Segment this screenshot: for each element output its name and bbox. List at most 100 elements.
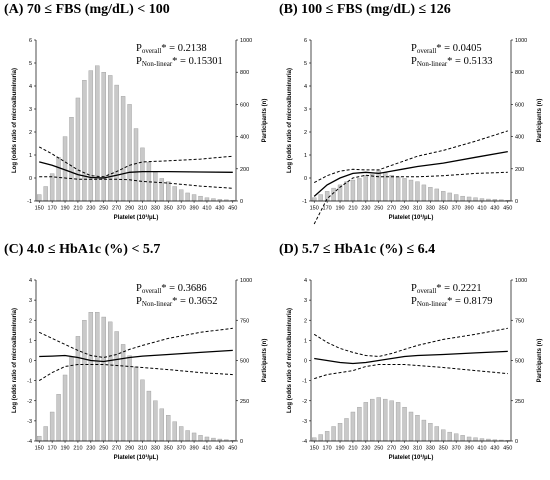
y-left-tick-label: 2 — [304, 130, 307, 136]
y-left-tick-label: 2 — [304, 318, 307, 324]
x-tick-label: 390 — [464, 206, 473, 212]
y-right-axis-label: Participants (n) — [262, 99, 268, 143]
histogram-bar — [159, 408, 165, 442]
y-left-tick-label: 0 — [29, 359, 32, 365]
p-overall-annotation: Poverall* = 0.3686 — [136, 283, 207, 295]
histogram-bar — [172, 421, 177, 442]
y-left-tick-label: 1 — [304, 338, 307, 344]
histogram-bar — [101, 71, 106, 202]
y-left-tick-label: -2 — [302, 399, 307, 405]
histogram-bar — [49, 411, 55, 442]
lower-ci-line — [38, 364, 233, 382]
x-tick-label: 270 — [112, 206, 121, 212]
histogram-bar — [166, 181, 171, 202]
p-letter: P — [136, 43, 142, 54]
x-tick-label: 370 — [177, 446, 186, 452]
y-right-tick-label: 750 — [240, 318, 249, 324]
histogram-bar — [69, 117, 74, 202]
panel-title-c: (C) 4.0 ≤ HbA1c (%) < 5.7 — [4, 242, 161, 257]
histogram-bar — [434, 426, 440, 442]
p-letter: P — [411, 43, 417, 54]
x-tick-label: 350 — [164, 206, 173, 212]
p-value: * = 0.15301 — [172, 56, 223, 67]
x-tick-label: 330 — [151, 446, 160, 452]
x-tick-label: 290 — [125, 446, 134, 452]
x-tick-label: 210 — [348, 446, 357, 452]
histogram-bar — [460, 435, 465, 442]
histogram-bar — [357, 406, 362, 442]
x-tick-label: 230 — [86, 206, 95, 212]
histogram-bar — [466, 436, 472, 442]
y-right-tick-label: 600 — [515, 102, 524, 108]
x-tick-label: 290 — [125, 206, 134, 212]
x-tick-label: 370 — [452, 206, 461, 212]
y-right-tick-label: 0 — [515, 439, 518, 445]
histogram-bar — [363, 402, 369, 442]
histogram-bar — [415, 181, 420, 202]
histogram-bar — [146, 390, 152, 442]
x-tick-label: 230 — [361, 446, 370, 452]
x-tick-label: 150 — [310, 446, 319, 452]
y-right-tick-label: 0 — [240, 439, 243, 445]
x-tick-label: 150 — [35, 446, 44, 452]
histogram-bar — [331, 187, 336, 202]
x-tick-label: 450 — [503, 446, 512, 452]
y-left-tick-label: -4 — [302, 439, 307, 445]
histogram-bar — [408, 179, 414, 202]
histogram-bar — [479, 438, 485, 442]
x-tick-label: 310 — [138, 446, 147, 452]
histogram-bar — [350, 179, 356, 202]
histogram-bar — [178, 426, 184, 442]
histogram-bar — [107, 321, 113, 442]
x-tick-label: 390 — [464, 446, 473, 452]
histogram-bar — [178, 189, 184, 202]
panel-title-d: (D) 5.7 ≤ HbA1c (%) ≤ 6.4 — [279, 242, 436, 257]
histogram-bar — [101, 316, 106, 442]
y-left-tick-label: 4 — [29, 84, 32, 90]
y-right-tick-label: 400 — [515, 135, 524, 141]
y-right-tick-label: 200 — [515, 167, 524, 173]
y-left-tick-label: 5 — [29, 61, 32, 67]
panel-title-b: (B) 100 ≤ FBS (mg/dL) ≤ 126 — [279, 2, 451, 17]
chart-panel-c: (C) 4.0 ≤ HbA1c (%) < 5.7 -4 -3 -2 -1 0 1 2 3 4 0… — [0, 240, 275, 480]
chart-svg-c: -4 -3 -2 -1 0 1 2 3 4 0 250 500 750 1000 150 170 190 210 2… — [12, 278, 268, 461]
p-letter: P — [136, 296, 142, 307]
p-subscript: overall — [417, 287, 436, 295]
histogram-bar — [211, 198, 216, 202]
histogram-bar — [43, 426, 48, 442]
histogram-bar — [95, 311, 100, 442]
histogram-bar — [82, 320, 87, 442]
y-right-tick-label: 1000 — [240, 278, 252, 284]
histogram-bar — [434, 188, 440, 202]
x-tick-label: 210 — [73, 446, 82, 452]
y-right-tick-label: 250 — [240, 399, 249, 405]
histogram-bar — [389, 400, 394, 442]
histogram-bar — [382, 398, 388, 442]
histogram-bar — [127, 104, 132, 202]
x-tick-label: 270 — [112, 446, 121, 452]
y-left-tick-label: 4 — [304, 278, 307, 284]
histogram-bar — [376, 170, 381, 202]
x-tick-label: 190 — [335, 446, 344, 452]
histogram-bar — [88, 70, 94, 202]
y-left-tick-label: 6 — [29, 38, 32, 44]
histogram-bar — [56, 157, 61, 202]
x-tick-label: 430 — [215, 446, 224, 452]
p-subscript: overall — [142, 287, 161, 295]
x-tick-label: 290 — [400, 446, 409, 452]
x-tick-label: 350 — [439, 446, 448, 452]
y-left-tick-label: -1 — [27, 379, 32, 385]
y-left-axis-label: Log (odds ratio of microalbuminuria) — [12, 308, 18, 413]
chart-svg-b: -1 0 1 2 3 4 5 6 0 200 400 600 800 1000 150 170 190 210 23… — [287, 38, 543, 225]
y-right-tick-label: 1000 — [515, 38, 527, 44]
x-tick-label: 250 — [374, 446, 383, 452]
x-tick-label: 450 — [228, 206, 237, 212]
histogram-bar — [198, 195, 203, 202]
histogram-bar — [466, 196, 472, 202]
x-tick-label: 450 — [228, 446, 237, 452]
x-tick-label: 230 — [86, 446, 95, 452]
y-right-tick-label: 400 — [240, 135, 249, 141]
p-subscript: Non-linear — [142, 60, 173, 68]
histogram-bar — [460, 195, 465, 202]
histogram-bar — [447, 192, 452, 202]
